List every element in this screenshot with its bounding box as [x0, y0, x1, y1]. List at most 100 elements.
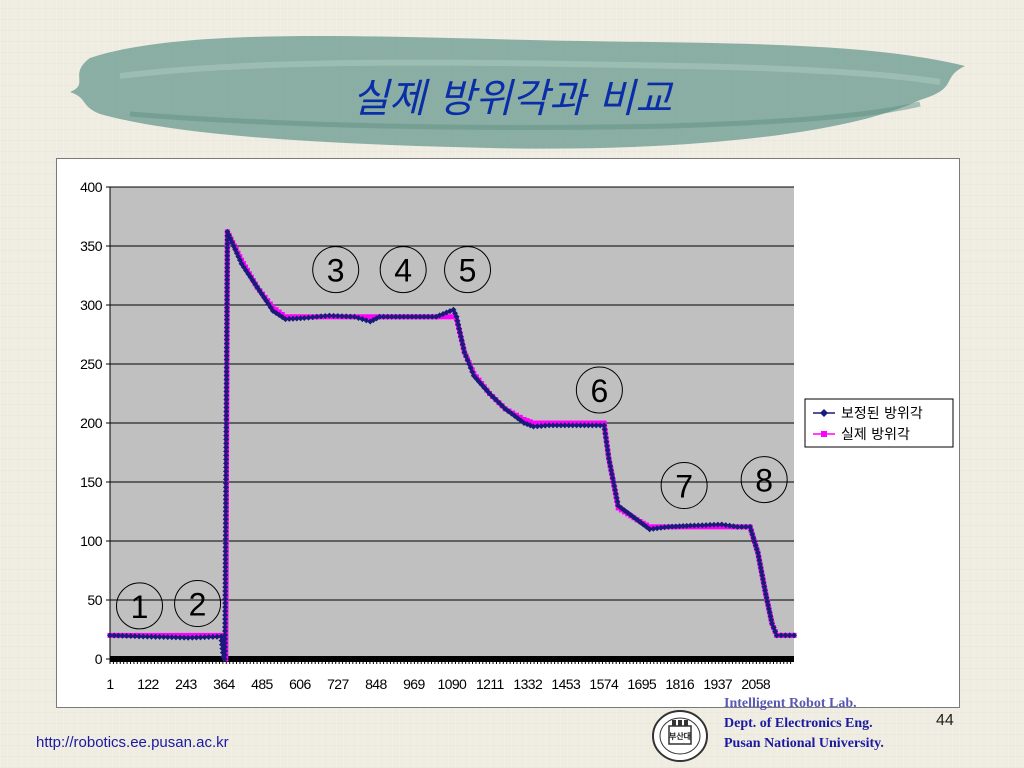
data-point — [761, 583, 768, 590]
data-point — [309, 314, 316, 321]
data-point — [362, 314, 368, 320]
data-point — [612, 490, 619, 497]
data-point — [376, 313, 383, 320]
data-point — [611, 482, 618, 489]
data-point — [222, 484, 229, 491]
data-point — [222, 516, 229, 523]
annotation-7: 7 — [660, 462, 708, 510]
data-point — [569, 422, 576, 429]
data-point — [542, 422, 549, 429]
data-point — [756, 557, 763, 564]
data-point — [205, 634, 212, 641]
data-point — [224, 280, 231, 287]
data-point — [454, 317, 461, 324]
x-tick-label-1816: 1816 — [665, 676, 695, 692]
annotation-6: 6 — [575, 366, 623, 414]
data-point — [347, 313, 354, 320]
data-point — [222, 500, 229, 507]
data-point — [222, 536, 229, 543]
annotation-circle — [740, 456, 788, 504]
data-point — [669, 523, 676, 530]
data-point — [565, 422, 572, 429]
data-point — [610, 479, 617, 485]
data-point — [222, 568, 229, 575]
data-point — [222, 548, 229, 555]
data-point — [782, 632, 789, 639]
data-point — [742, 523, 749, 530]
data-point — [223, 352, 230, 359]
data-point — [223, 336, 230, 343]
data-point — [222, 596, 229, 603]
annotation-5: 5 — [444, 246, 492, 294]
data-point — [279, 314, 286, 321]
data-point — [156, 633, 163, 640]
data-point — [223, 444, 230, 451]
data-point — [223, 316, 230, 323]
legend-label-corrected: 보정된 방위각 — [841, 406, 923, 422]
data-point — [238, 260, 245, 267]
y-tick-label-100: 100 — [80, 533, 103, 549]
data-point — [613, 494, 620, 501]
data-point — [577, 422, 584, 429]
annotation-2: 2 — [174, 580, 222, 628]
data-point — [530, 420, 536, 426]
department-name: Dept. of Electronics Eng. — [724, 716, 873, 731]
data-point — [223, 460, 230, 467]
y-tick-label-200: 200 — [80, 415, 103, 431]
data-point — [222, 576, 229, 583]
data-point — [189, 634, 196, 641]
data-point — [546, 422, 553, 429]
data-point — [273, 307, 279, 313]
data-point — [222, 616, 229, 623]
data-point — [223, 392, 230, 399]
data-point — [222, 544, 229, 551]
data-point — [370, 314, 376, 320]
data-point — [429, 313, 436, 320]
x-tick-label-606: 606 — [289, 676, 311, 692]
data-point — [609, 475, 616, 482]
data-point — [457, 333, 464, 340]
data-point — [223, 384, 230, 391]
data-point — [517, 414, 523, 420]
annotation-label: 5 — [459, 253, 477, 289]
data-point — [451, 310, 458, 317]
data-point — [222, 628, 229, 635]
data-point — [703, 522, 710, 529]
data-point — [222, 636, 229, 643]
data-point — [127, 633, 134, 640]
data-point — [223, 368, 230, 375]
data-point — [396, 313, 403, 320]
data-point — [223, 424, 230, 431]
data-point — [607, 463, 614, 470]
x-tick-label-1574: 1574 — [589, 676, 619, 692]
x-tick-label-1090: 1090 — [437, 676, 467, 692]
data-point — [486, 390, 493, 397]
data-point — [467, 364, 474, 371]
data-point — [221, 656, 228, 662]
data-point — [521, 416, 527, 422]
data-point — [538, 422, 545, 429]
data-point — [608, 467, 615, 474]
data-point — [421, 313, 428, 320]
legend: 보정된 방위각 실제 방위각 — [804, 398, 954, 448]
y-tick-label-350: 350 — [80, 238, 103, 254]
data-point — [222, 600, 229, 607]
data-point — [338, 313, 345, 320]
data-point — [627, 512, 634, 519]
data-point — [326, 312, 333, 319]
data-point — [224, 276, 231, 283]
data-point — [759, 572, 766, 579]
data-point — [661, 524, 668, 531]
data-point — [492, 396, 499, 403]
data-point — [392, 313, 399, 320]
data-point — [222, 524, 229, 531]
data-point — [123, 632, 130, 639]
data-point — [778, 632, 785, 639]
data-point — [505, 408, 512, 415]
y-tick-label-300: 300 — [80, 297, 103, 313]
x-tick-label-1937: 1937 — [703, 676, 733, 692]
data-point — [140, 633, 147, 640]
data-point — [557, 422, 564, 429]
data-point — [222, 472, 229, 479]
